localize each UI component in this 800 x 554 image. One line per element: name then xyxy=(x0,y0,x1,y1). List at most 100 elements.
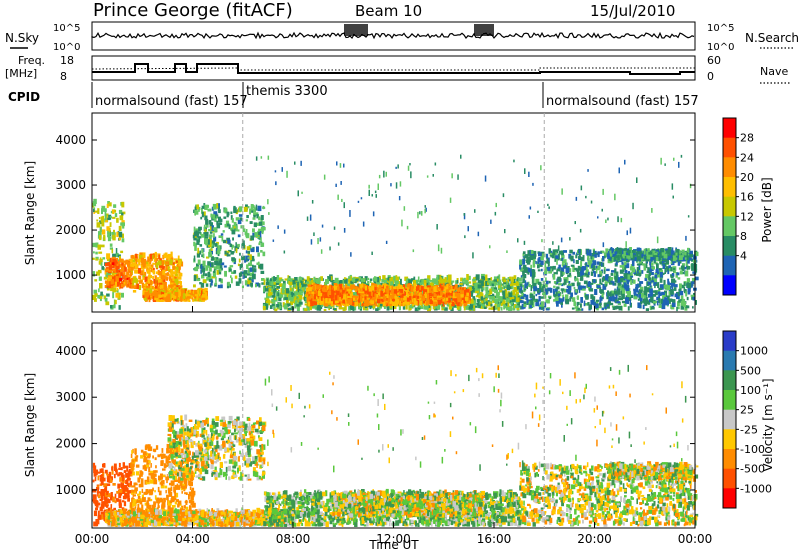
colorbar-tick-label: 25 xyxy=(740,404,754,417)
station-title: Prince George (fitACF) xyxy=(93,0,293,21)
data-region xyxy=(92,462,134,527)
colorbar-tick-label: 1000 xyxy=(740,345,768,358)
freq-strip: Freq. [MHz] 18 8 60 0 Nave xyxy=(5,54,790,84)
y-tick-label: 3000 xyxy=(55,178,86,192)
data-region xyxy=(519,461,699,527)
freq-tick-top: 18 xyxy=(60,54,74,67)
colorbar-swatch xyxy=(723,350,736,371)
nave-label: Nave xyxy=(760,65,788,78)
data-region xyxy=(607,461,693,481)
date-label: 15/Jul/2010 xyxy=(590,2,675,20)
x-tick-label: 08:00 xyxy=(276,532,311,546)
colorbar-swatch xyxy=(723,370,736,391)
colorbar-frame xyxy=(722,330,737,509)
y-tick-label: 2000 xyxy=(55,223,86,237)
beam-label: Beam 10 xyxy=(355,2,422,20)
power-axes: 1000 2000 3000 4000 xyxy=(55,112,696,313)
data-speckle xyxy=(246,154,692,259)
colorbar-swatch xyxy=(723,449,736,470)
colorbar-tick-label: 12 xyxy=(740,210,754,223)
colorbar-tick-label: -25 xyxy=(740,423,758,436)
x-tick-label: 04:00 xyxy=(175,532,210,546)
colorbar-swatch xyxy=(723,177,736,198)
y-tick-label: 1000 xyxy=(55,268,86,282)
cpid-segment-1: normalsound (fast) 157 xyxy=(95,94,248,109)
data-region xyxy=(330,488,485,518)
colorbar-tick-label: 24 xyxy=(740,151,754,164)
colorbar-swatch xyxy=(723,216,736,237)
power-panel: 1000 2000 3000 4000 Slant Range [km] 28 24 20… xyxy=(23,112,774,313)
colorbar-swatch xyxy=(723,196,736,217)
data-region xyxy=(167,414,267,481)
colorbar-tick-label: 16 xyxy=(740,191,754,204)
colorbar-tick-label: 8 xyxy=(740,230,747,243)
data-region xyxy=(129,251,184,293)
colorbar-tick-label: 28 xyxy=(740,132,754,145)
y-tick-label: 1000 xyxy=(55,483,86,497)
data-region xyxy=(104,256,133,289)
y-tick-label: 3000 xyxy=(55,390,86,404)
nsearch-tick-bottom: 10^0 xyxy=(707,42,734,53)
x-axis-label: Time UT xyxy=(368,538,419,552)
colorbar-swatch xyxy=(723,157,736,178)
data-region xyxy=(192,203,266,289)
colorbar-tick-label: -500 xyxy=(740,463,765,476)
cpid-segment-3: normalsound (fast) 157 xyxy=(546,94,699,109)
nave-trace xyxy=(91,67,695,71)
velocity-panel: 1000 2000 3000 4000 00:00 04:00 08:00 12:00 16:0… xyxy=(23,322,775,546)
nsky-strip: N.Sky 10^5 10^0 10^5 10^0 N.Search xyxy=(5,21,799,53)
power-ylabel: Slant Range [km] xyxy=(23,161,37,265)
freq-tick-bottom: 8 xyxy=(60,70,67,83)
nsky-trace xyxy=(91,31,695,40)
cpid-row: CPID normalsound (fast) 157 themis 3300 … xyxy=(8,82,699,109)
freq-trace xyxy=(92,63,695,75)
colorbar-swatch xyxy=(723,409,736,430)
colorbar-tick-label: 100 xyxy=(740,384,761,397)
data-speckle xyxy=(244,364,697,473)
colorbar-swatch xyxy=(723,137,736,158)
cpid-segment-2: themis 3300 xyxy=(246,84,328,99)
y-tick-label: 2000 xyxy=(55,437,86,451)
velocity-colorbar: 1000 500 100 25 -25 -100 -500 -1000 xyxy=(722,330,772,509)
colorbar-swatch xyxy=(723,236,736,257)
freq-frame xyxy=(91,55,696,81)
nsky-label: N.Sky xyxy=(5,31,39,45)
velocity-axes: 1000 2000 3000 4000 00:00 04:00 08:00 12:00 16:0… xyxy=(55,322,713,546)
colorbar-tick-label: 4 xyxy=(740,250,747,263)
colorbar-swatch xyxy=(723,118,736,139)
colorbar-tick-label: -1000 xyxy=(740,482,772,495)
data-region xyxy=(305,282,471,307)
x-tick-label: 16:00 xyxy=(477,532,512,546)
data-region xyxy=(104,507,297,528)
colorbar-tick-label: -100 xyxy=(740,443,765,456)
x-tick-label: 20:00 xyxy=(577,532,612,546)
colorbar-swatch xyxy=(723,331,736,352)
power-heatmap xyxy=(92,154,699,312)
nave-tick-top: 60 xyxy=(707,54,721,67)
velocity-heatmap xyxy=(92,364,699,528)
colorbar-swatch xyxy=(723,275,736,296)
colorbar-swatch xyxy=(723,468,736,489)
freq-unit: [MHz] xyxy=(5,67,37,80)
nsearch-label: N.Search xyxy=(745,31,799,45)
data-region xyxy=(607,247,694,262)
colorbar-frame xyxy=(722,117,737,296)
data-region xyxy=(142,287,209,303)
power-colorbar: 28 24 20 16 12 8 4 xyxy=(722,117,754,296)
y-tick-label: 4000 xyxy=(55,133,86,147)
colorbar-swatch xyxy=(723,429,736,450)
colorbar-swatch xyxy=(723,488,736,509)
nave-tick-bottom: 0 xyxy=(707,70,714,83)
nsearch-tick-top: 10^5 xyxy=(707,23,734,34)
x-tick-label: 00:00 xyxy=(678,532,713,546)
colorbar-swatch xyxy=(723,255,736,276)
cpid-label: CPID xyxy=(8,90,40,104)
velocity-ylabel: Slant Range [km] xyxy=(23,373,37,477)
colorbar-swatch xyxy=(723,390,736,411)
nsky-bursts xyxy=(344,24,494,36)
velocity-colorbar-label: Velocity [m s⁻¹] xyxy=(761,378,775,471)
power-colorbar-label: Power [dB] xyxy=(760,177,774,242)
x-tick-label: 12:00 xyxy=(376,532,411,546)
